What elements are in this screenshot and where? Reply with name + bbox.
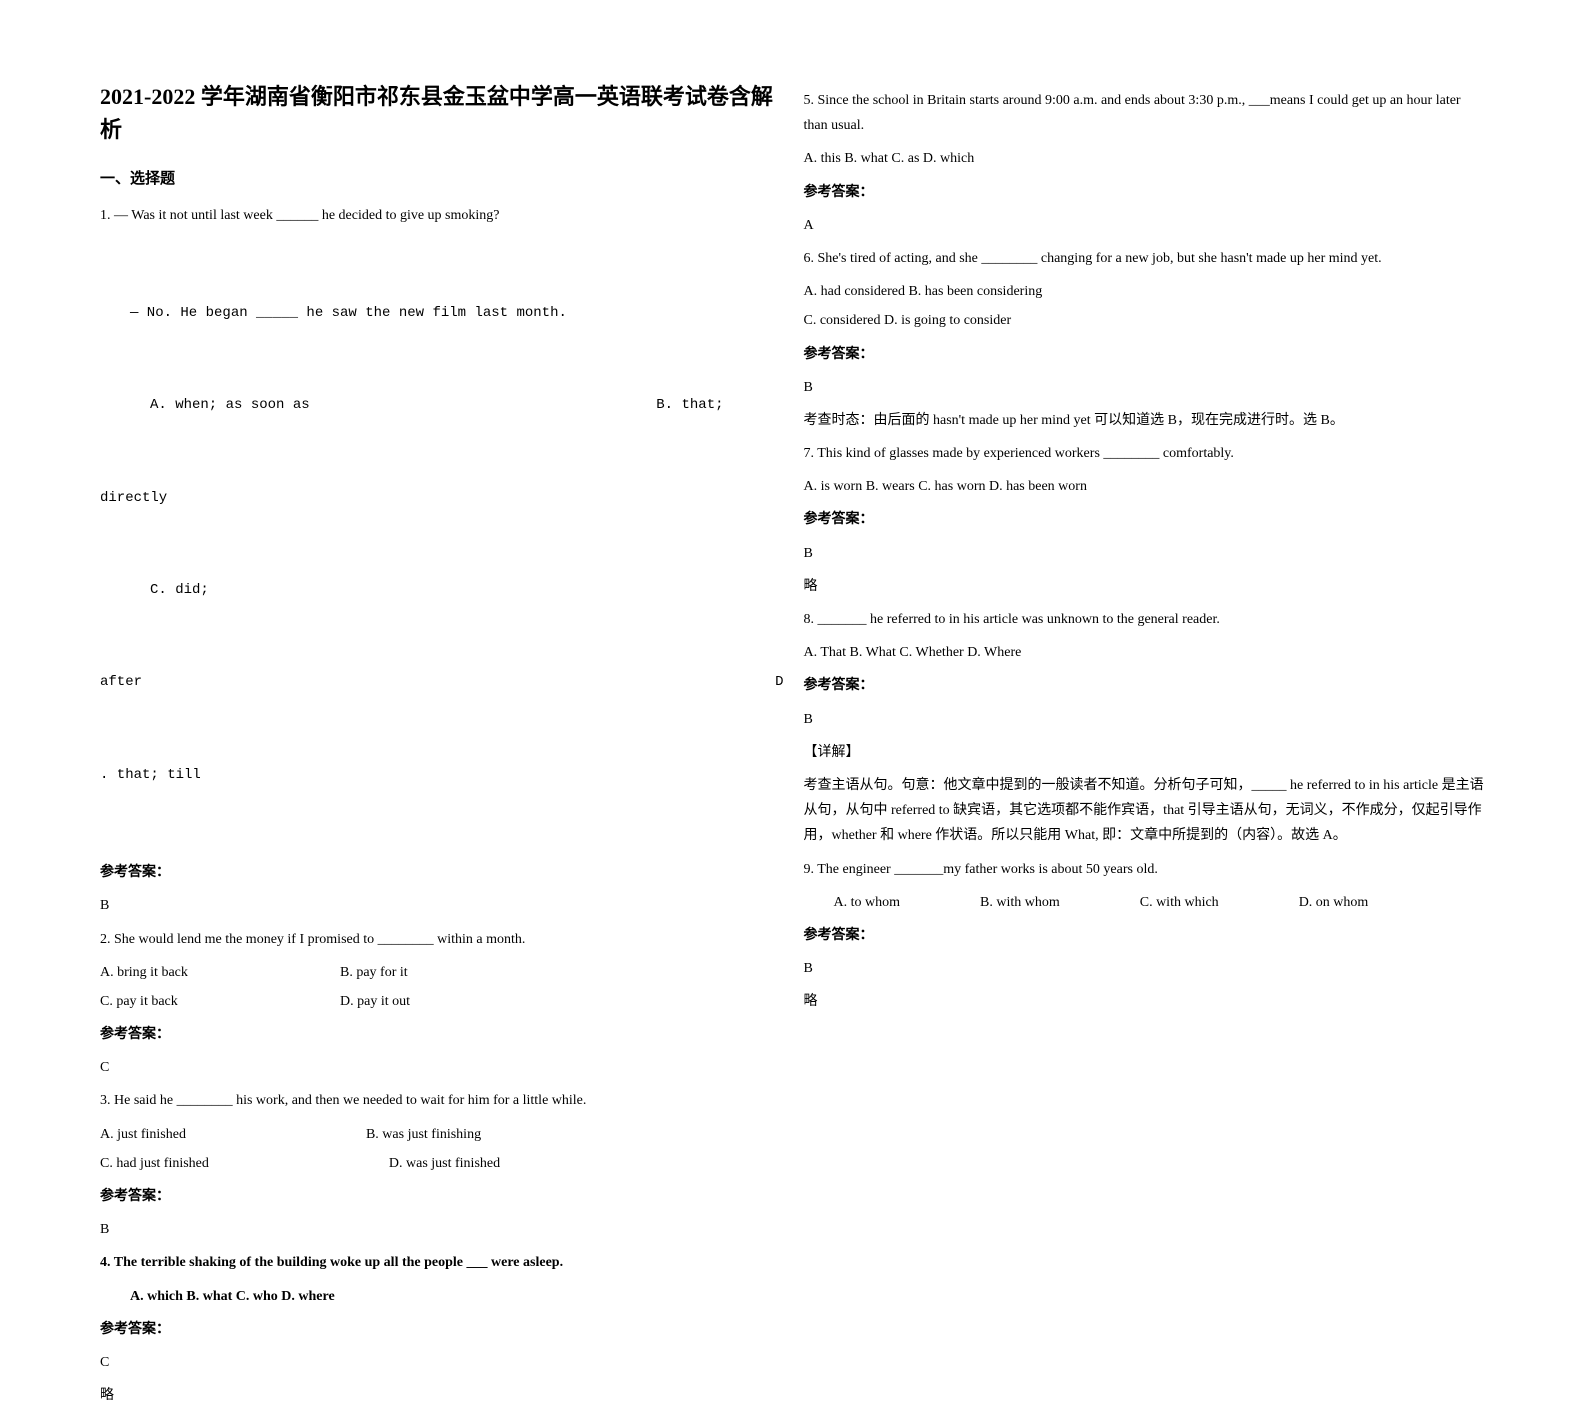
q6-note: 考查时态：由后面的 hasn't made up her mind yet 可以… — [804, 408, 1488, 433]
q1-line1: 1. — Was it not until last week ______ h… — [100, 203, 784, 228]
q6-answer: B — [804, 375, 1488, 400]
q3-answer: B — [100, 1217, 784, 1242]
question-7: 7. This kind of glasses made by experien… — [804, 441, 1488, 466]
answer-label-8: 参考答案： — [804, 673, 1488, 698]
document-page: 2021-2022 学年湖南省衡阳市祁东县金玉盆中学高一英语联考试卷含解析 一、… — [0, 0, 1587, 1122]
q2-opt-a: A. bring it back — [100, 960, 280, 985]
q5-answer: A — [804, 213, 1488, 238]
q6-options-row1: A. had considered B. has been considerin… — [804, 279, 1488, 304]
question-1: 1. — Was it not until last week ______ h… — [100, 203, 784, 228]
q1-opt-b: B. that; — [656, 390, 783, 421]
left-column: 2021-2022 学年湖南省衡阳市祁东县金玉盆中学高一英语联考试卷含解析 一、… — [90, 80, 794, 1082]
q9-opt-a: A. to whom — [834, 890, 901, 915]
q5-options: A. this B. what C. as D. which — [804, 146, 1488, 171]
question-2: 2. She would lend me the money if I prom… — [100, 927, 784, 952]
q1-opt-d-tail: . that; till — [100, 760, 784, 791]
question-6: 6. She's tired of acting, and she ______… — [804, 246, 1488, 271]
q3-opt-a: A. just finished — [100, 1122, 186, 1147]
answer-label-5: 参考答案： — [804, 180, 1488, 205]
q9-options: A. to whom B. with whom C. with which D.… — [804, 890, 1488, 915]
right-column: 5. Since the school in Britain starts ar… — [794, 80, 1498, 1082]
question-8: 8. _______ he referred to in his article… — [804, 607, 1488, 632]
q2-options-row2: C. pay it back D. pay it out — [100, 989, 784, 1014]
q4-answer: C — [100, 1350, 784, 1375]
q8-answer: B — [804, 707, 1488, 732]
q1-opt-c-tail: after — [100, 667, 142, 698]
q1-answer: B — [100, 893, 784, 918]
q7-answer: B — [804, 541, 1488, 566]
question-3: 3. He said he ________ his work, and the… — [100, 1088, 784, 1113]
answer-label-7: 参考答案： — [804, 507, 1488, 532]
q3-opt-d: D. was just finished — [389, 1151, 500, 1176]
q1-opt-d: D — [775, 667, 783, 698]
q8-options: A. That B. What C. Whether D. Where — [804, 640, 1488, 665]
answer-label-9: 参考答案： — [804, 923, 1488, 948]
answer-label-2: 参考答案： — [100, 1022, 784, 1047]
q3-options-row2: C. had just finished D. was just finishe… — [100, 1151, 784, 1176]
answer-label-6: 参考答案： — [804, 342, 1488, 367]
q1-opt-c: C. did; — [100, 575, 784, 606]
q3-opt-b: B. was just finishing — [366, 1122, 481, 1147]
q7-note: 略 — [804, 574, 1488, 599]
q9-opt-b: B. with whom — [980, 890, 1060, 915]
q7-options: A. is worn B. wears C. has worn D. has b… — [804, 474, 1488, 499]
question-5: 5. Since the school in Britain starts ar… — [804, 88, 1488, 138]
question-4: 4. The terrible shaking of the building … — [100, 1250, 784, 1275]
answer-label-3: 参考答案： — [100, 1184, 784, 1209]
q4-options: A. which B. what C. who D. where — [100, 1284, 784, 1309]
q9-answer: B — [804, 956, 1488, 981]
q1-opt-a: A. when; as soon as — [100, 390, 310, 421]
q8-detail-label: 【详解】 — [804, 740, 1488, 765]
section-header: 一、选择题 — [100, 166, 784, 193]
q2-answer: C — [100, 1055, 784, 1080]
document-title: 2021-2022 学年湖南省衡阳市祁东县金玉盆中学高一英语联考试卷含解析 — [100, 80, 784, 146]
q2-opt-c: C. pay it back — [100, 989, 280, 1014]
q2-opt-b: B. pay for it — [340, 960, 408, 985]
q2-opt-d: D. pay it out — [340, 989, 410, 1014]
q1-opt-b-tail: directly — [100, 483, 784, 514]
q3-opt-c: C. had just finished — [100, 1151, 209, 1176]
q1-mono-block: — No. He began _____ he saw the new film… — [100, 236, 784, 852]
q2-options-row1: A. bring it back B. pay for it — [100, 960, 784, 985]
q9-opt-c: C. with which — [1140, 890, 1219, 915]
q8-explanation: 考查主语从句。句意：他文章中提到的一般读者不知道。分析句子可知，_____ he… — [804, 773, 1488, 849]
q3-options-row1: A. just finished B. was just finishing — [100, 1122, 784, 1147]
question-9: 9. The engineer _______my father works i… — [804, 857, 1488, 882]
q9-note: 略 — [804, 989, 1488, 1014]
q4-note: 略 — [100, 1383, 784, 1408]
q9-opt-d: D. on whom — [1299, 890, 1369, 915]
q6-options-row2: C. considered D. is going to consider — [804, 308, 1488, 333]
q1-line2: — No. He began _____ he saw the new film… — [100, 298, 784, 329]
answer-label-1: 参考答案： — [100, 860, 784, 885]
answer-label-4: 参考答案： — [100, 1317, 784, 1342]
